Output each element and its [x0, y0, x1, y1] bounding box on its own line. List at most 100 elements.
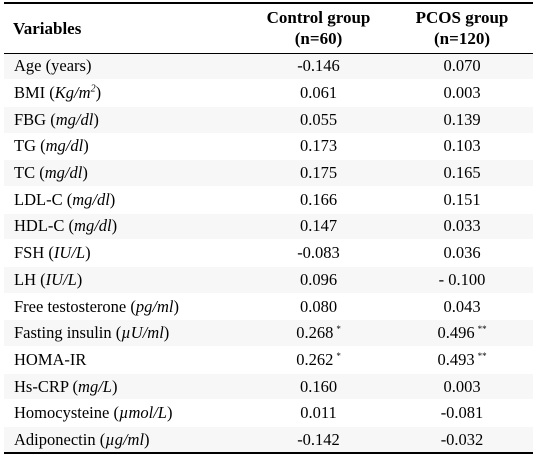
table-row: Adiponectin (µg/ml) -0.142 -0.032: [4, 426, 533, 454]
pcos-value: 0.139: [443, 109, 481, 129]
table-row: LH (IU/L) 0.096 - 0.100: [4, 266, 533, 294]
control-value: 0.160: [299, 376, 338, 396]
pcos-value: 0.070: [443, 56, 481, 76]
pcos-value-cell: 0.070: [391, 53, 533, 81]
header-pcos-group: PCOS group (n=120): [391, 3, 533, 53]
pcos-value: 0.043: [443, 296, 481, 316]
pcos-value-cell: 0.036: [391, 239, 533, 267]
control-value: 0.173: [299, 136, 338, 156]
variable-name: FSH: [14, 243, 45, 263]
control-value-cell: -0.142: [246, 426, 391, 454]
control-value: 0.011: [300, 403, 337, 423]
variable-cell: Adiponectin (µg/ml): [4, 426, 246, 454]
table-row: HOMA-IR 0.262 * 0.493 **: [4, 346, 533, 374]
variable-unit: µmol/L: [118, 403, 167, 423]
pcos-value: 0.103: [443, 136, 481, 156]
table-row: Fasting insulin (µU/ml) 0.268 * 0.496 **: [4, 319, 533, 348]
variable-name: Fasting insulin: [14, 323, 112, 343]
variable-cell: BMI (Kg/m2): [4, 79, 246, 107]
table-row: FBG (mg/dl) 0.055 0.139: [4, 106, 533, 134]
variable-name: TG: [14, 136, 36, 156]
table-row: Free testosterone (pg/ml) 0.080 0.043: [4, 293, 533, 321]
variable-name: FBG: [14, 109, 47, 129]
header-pcos-n: (n=120): [434, 29, 490, 49]
variable-unit: mg/dl: [45, 136, 84, 156]
header-control-n: (n=60): [294, 29, 343, 49]
control-value-cell: 0.080: [246, 293, 391, 321]
pcos-value-cell: 0.139: [391, 106, 533, 134]
control-value: 0.147: [299, 216, 338, 236]
pcos-value-cell: 0.493 **: [391, 346, 533, 374]
variable-cell: LH (IU/L): [4, 266, 246, 294]
control-value: 0.166: [299, 189, 338, 209]
variable-cell: HDL-C (mg/dl): [4, 213, 246, 241]
header-control-group: Control group (n=60): [246, 3, 391, 53]
pcos-value-cell: - 0.100: [391, 266, 533, 294]
variable-name: HOMA-IR: [14, 349, 87, 369]
header-row: Variables Control group (n=60) PCOS grou…: [4, 3, 533, 53]
control-value-cell: 0.096: [246, 266, 391, 294]
table-body: Age (years) -0.146 0.070 BMI (Kg/m2) 0.061 0.…: [4, 53, 533, 454]
pcos-value-cell: 0.103: [391, 133, 533, 161]
control-value: 0.080: [299, 296, 338, 316]
pcos-significance: **: [477, 324, 487, 335]
variable-cell: Fasting insulin (µU/ml): [4, 319, 246, 348]
variable-cell: HOMA-IR: [4, 346, 246, 374]
table-row: BMI (Kg/m2) 0.061 0.003: [4, 79, 533, 107]
pcos-significance: **: [477, 350, 487, 361]
control-value: 0.055: [299, 109, 338, 129]
control-value-cell: 0.147: [246, 213, 391, 241]
header-pcos-label: PCOS group: [415, 8, 509, 28]
variable-cell: Hs-CRP (mg/L): [4, 373, 246, 401]
pcos-value: -0.032: [440, 429, 484, 449]
table-row: Homocysteine (µmol/L) 0.011 -0.081: [4, 399, 533, 428]
control-value-cell: -0.083: [246, 239, 391, 267]
variable-cell: Age (years): [4, 53, 246, 81]
pcos-value: 0.151: [443, 189, 481, 209]
correlation-table: Variables Control group (n=60) PCOS grou…: [4, 2, 533, 454]
control-value-cell: 0.262 *: [246, 346, 391, 374]
control-value: -0.146: [297, 56, 340, 76]
variable-unit: IU/L: [45, 269, 77, 289]
table-row: FSH (IU/L) -0.083 0.036: [4, 239, 533, 267]
variable-name: BMI: [14, 83, 46, 103]
control-significance: *: [336, 350, 341, 361]
variable-name: Hs-CRP: [14, 376, 69, 396]
pcos-value-cell: 0.003: [391, 373, 533, 401]
variable-unit: µU/ml: [121, 323, 164, 343]
table-row: TG (mg/dl) 0.173 0.103: [4, 133, 533, 161]
control-value-cell: -0.146: [246, 53, 391, 81]
pcos-value-cell: 0.043: [391, 293, 533, 321]
pcos-value-cell: 0.496 **: [391, 319, 533, 348]
pcos-value: 0.036: [443, 243, 481, 263]
control-value: -0.142: [297, 429, 340, 449]
variable-unit: IU/L: [53, 243, 86, 263]
control-value-cell: 0.055: [246, 106, 391, 134]
variable-name: LDL-C: [14, 189, 63, 209]
control-value: 0.262: [296, 349, 334, 369]
variable-cell: Homocysteine (µmol/L): [4, 399, 246, 428]
pcos-value: 0.003: [443, 376, 481, 396]
control-value-cell: 0.061: [246, 79, 391, 107]
control-value-cell: 0.175: [246, 159, 391, 187]
control-value: 0.096: [299, 269, 338, 289]
pcos-value-cell: 0.151: [391, 186, 533, 214]
pcos-value: 0.496: [437, 323, 475, 343]
pcos-value-cell: -0.032: [391, 426, 533, 454]
pcos-value: -0.081: [440, 403, 484, 423]
variable-name: Homocysteine: [14, 403, 110, 423]
variable-cell: FBG (mg/dl): [4, 106, 246, 134]
correlation-table-container: Variables Control group (n=60) PCOS grou…: [4, 2, 533, 454]
variable-unit: µg/ml: [105, 429, 145, 449]
variable-unit: pg/ml: [135, 296, 174, 316]
table-row: Hs-CRP (mg/L) 0.160 0.003: [4, 373, 533, 401]
variable-unit: mg/dl: [72, 189, 110, 209]
pcos-value-cell: -0.081: [391, 399, 533, 428]
variable-cell: FSH (IU/L): [4, 239, 246, 267]
variable-unit: mg/dl: [74, 216, 112, 236]
unit-superscript: 2: [90, 83, 96, 95]
variable-name: TC: [14, 163, 36, 183]
variable-unit: Kg/m: [54, 83, 91, 103]
variable-cell: TC (mg/dl): [4, 159, 246, 187]
control-value-cell: 0.268 *: [246, 319, 391, 348]
